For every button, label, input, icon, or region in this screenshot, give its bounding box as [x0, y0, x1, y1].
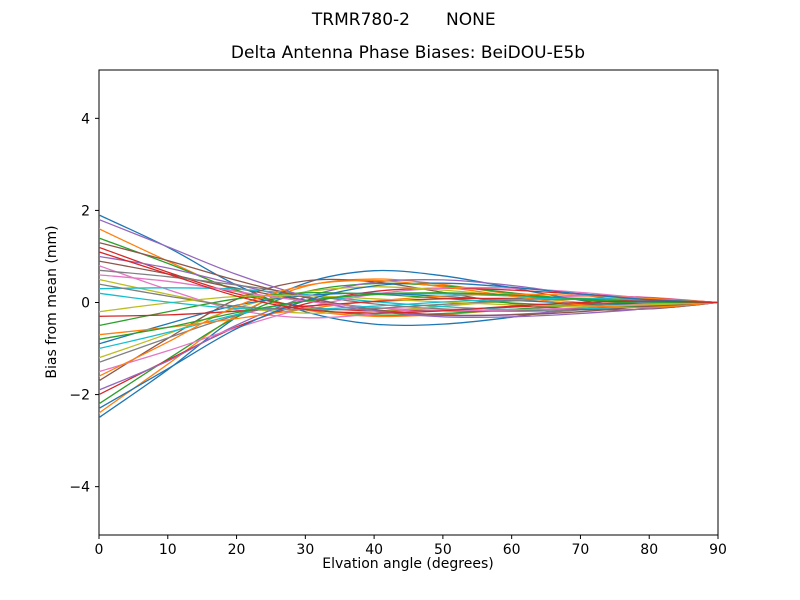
- x-tick-label: 20: [228, 542, 246, 558]
- antenna-title: NONE: [446, 10, 496, 30]
- series-lines: [99, 214, 718, 419]
- receiver-title: TRMR780-2: [311, 10, 410, 30]
- series-line: [99, 294, 718, 313]
- series-line: [99, 286, 718, 373]
- x-tick-label: 80: [640, 542, 658, 558]
- x-tick-label: 60: [503, 542, 521, 558]
- x-tick-label: 40: [365, 542, 383, 558]
- x-tick-label: 30: [296, 542, 314, 558]
- series-line: [99, 278, 718, 382]
- x-tick-label: 0: [95, 542, 104, 558]
- series-line: [99, 292, 718, 340]
- x-tick-label: 70: [572, 542, 590, 558]
- series-line: [99, 251, 718, 314]
- y-tick-label: −4: [69, 480, 90, 496]
- x-axis-label: Elvation angle (degrees): [322, 556, 493, 572]
- y-tick-label: 4: [81, 111, 90, 127]
- series-line: [99, 279, 718, 377]
- y-tick-label: −2: [69, 388, 90, 404]
- y-axis-label: Bias from mean (mm): [44, 225, 60, 378]
- series-line: [99, 218, 718, 319]
- y-tick-label: 0: [81, 296, 90, 312]
- x-tick-label: 50: [434, 542, 452, 558]
- y-tick-label: 2: [81, 203, 90, 219]
- x-tick-label: 90: [709, 542, 727, 558]
- x-tick-label: 10: [159, 542, 177, 558]
- plot-area: 0 10 20 30 40 50 60 70 80 90 −4 −2 0 2 4: [69, 69, 727, 558]
- chart-title: Delta Antenna Phase Biases: BeiDOU-E5b: [231, 43, 585, 63]
- series-line: [99, 292, 718, 311]
